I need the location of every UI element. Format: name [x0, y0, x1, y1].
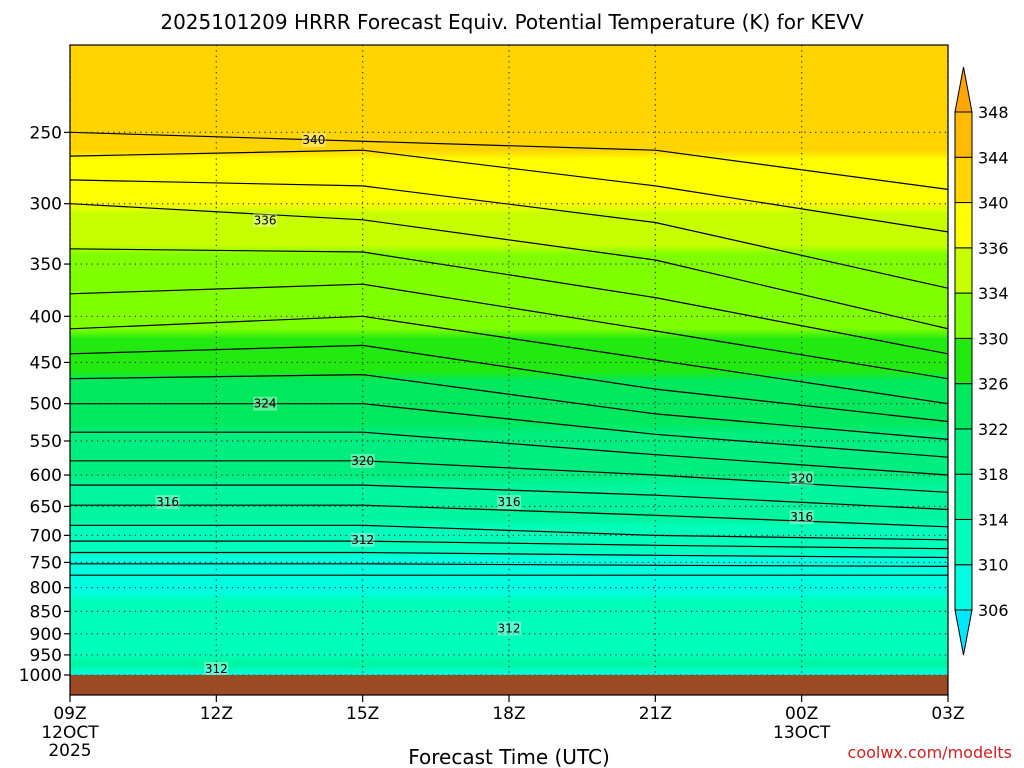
contour-label-box	[350, 532, 375, 547]
colorbar-tick-label: 334	[978, 284, 1009, 303]
colorbar-swatch	[954, 428, 973, 475]
colorbar-swatch	[954, 564, 973, 611]
y-tick-label: 1000	[19, 666, 62, 686]
colorbar-max-arrow	[954, 66, 973, 113]
y-tick-label: 650	[30, 497, 62, 517]
x-tick-label: 18Z	[492, 704, 525, 724]
y-tick-label: 550	[30, 432, 62, 452]
contour-label: 340	[302, 133, 325, 147]
x-tick-sublabel: 12OCT	[41, 723, 99, 743]
contour-label: 320	[351, 454, 374, 468]
contour-label: 316	[498, 495, 521, 509]
contour-label-box	[497, 495, 521, 510]
contour-line	[70, 373, 948, 440]
colorbar-tick-label: 318	[978, 465, 1009, 484]
credit-text: coolwx.com/modelts	[848, 743, 1012, 762]
x-tick-label: 15Z	[346, 704, 379, 724]
colorbar-tick-label: 314	[978, 510, 1009, 529]
y-tick-label: 750	[30, 553, 62, 573]
contour-labels: 340 336 324 320 316 316 312 320 316 312 312	[155, 133, 814, 677]
contour-line	[70, 315, 948, 405]
y-tick-label: 700	[30, 526, 62, 546]
colorbar-swatch	[954, 156, 973, 204]
contour-label: 316	[790, 510, 813, 524]
y-tick-label: 500	[30, 395, 62, 415]
colorbar: 306 310 314 318 322 326 330 334 336 340 344 348	[954, 66, 1009, 656]
y-tick-label: 300	[30, 195, 62, 215]
contour-label: 336	[254, 213, 277, 227]
contour-label: 312	[351, 533, 374, 547]
y-tick-label: 450	[30, 353, 62, 373]
contour-label: 320	[790, 471, 813, 485]
x-axis-label: Forecast Time (UTC)	[408, 745, 610, 768]
colorbar-swatch	[954, 202, 973, 249]
colorbar-tick-label: 310	[978, 556, 1009, 575]
contour-label-box	[204, 662, 229, 677]
pressure-axis: 250 300 350 400 450 500 550 600 650 700 750 800 850 9…	[19, 123, 70, 686]
colorbar-swatch	[954, 473, 973, 520]
contour-label: 316	[156, 495, 179, 509]
x-tick-label: 21Z	[639, 704, 672, 724]
x-tick-sublabel: 13OCT	[773, 723, 831, 743]
contour-line	[70, 551, 948, 559]
plot-area: 340 336 324 320 316 316 312 320 316 312 312	[69, 44, 949, 696]
contour-line	[70, 179, 948, 289]
contour-label: 324	[254, 397, 277, 411]
colorbar-tick-label: 322	[978, 420, 1009, 439]
colorbar-swatch	[954, 247, 973, 294]
colorbar-tick-label: 326	[978, 375, 1009, 394]
colorbar-min-arrow	[954, 609, 973, 656]
contour-label-box	[253, 396, 278, 411]
y-tick-label: 800	[30, 579, 62, 599]
x-tick-label: 12Z	[200, 704, 233, 724]
contour-line	[70, 540, 948, 550]
x-tick-label: 00Z	[785, 704, 818, 724]
contour-label-box	[350, 454, 375, 469]
colorbar-swatch	[954, 292, 973, 339]
x-tick-label: 03Z	[931, 704, 964, 724]
contour-label: 312	[498, 622, 521, 636]
colorbar-tick-label: 336	[978, 239, 1009, 258]
y-tick-label: 350	[30, 255, 62, 275]
colorbar-swatch	[954, 111, 973, 158]
y-tick-label: 600	[30, 466, 62, 486]
contour-label-box	[301, 133, 326, 148]
y-tick-label: 950	[30, 646, 62, 666]
colorbar-tick-label: 348	[978, 103, 1009, 122]
colorbar-swatch	[954, 337, 973, 385]
colorbar-tick-label: 330	[978, 329, 1009, 348]
contour-label-box	[789, 471, 814, 486]
x-tick-label: 09Z	[53, 704, 86, 724]
contour-label-box	[253, 213, 278, 228]
contour-label-box	[789, 510, 814, 525]
y-tick-label: 250	[30, 123, 62, 143]
x-tick-sublabel: 2025	[48, 741, 91, 761]
y-tick-label: 850	[30, 602, 62, 622]
contour-line	[70, 131, 948, 190]
contour-label-box	[155, 495, 180, 510]
colorbar-tick-label: 306	[978, 601, 1009, 620]
colorbar-tick-label: 340	[978, 194, 1009, 213]
ground-strip	[70, 675, 948, 695]
contour-line	[70, 344, 948, 423]
contour-label: 312	[205, 662, 228, 676]
contour-line	[70, 484, 948, 511]
y-tick-label: 900	[30, 625, 62, 645]
colorbar-swatch	[954, 518, 973, 566]
colorbar-swatch	[954, 383, 973, 430]
colorbar-tick-label: 344	[978, 148, 1009, 167]
contour-line	[70, 431, 948, 476]
y-tick-label: 400	[30, 307, 62, 327]
contour-label-box	[497, 621, 521, 636]
chart-title: 2025101209 HRRR Forecast Equiv. Potentia…	[160, 10, 864, 34]
